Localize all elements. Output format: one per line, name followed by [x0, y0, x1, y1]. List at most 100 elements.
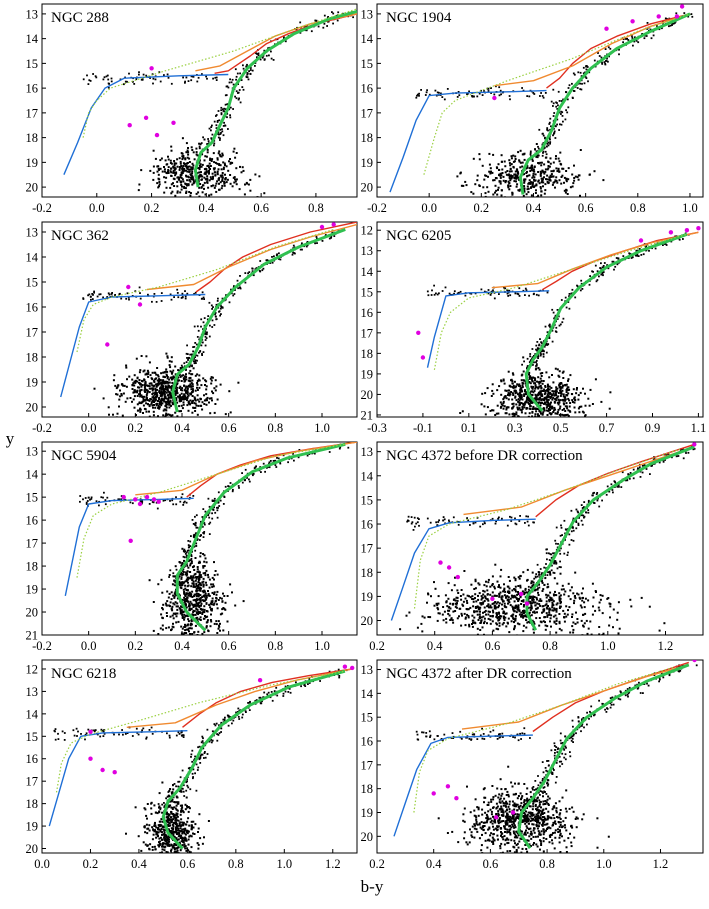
star-point [609, 603, 612, 605]
star-point [175, 392, 177, 395]
star-point [185, 571, 187, 574]
star-point [559, 162, 562, 165]
star-point [152, 165, 155, 168]
star-point [182, 155, 185, 157]
star-point [333, 235, 336, 237]
x-tick-label: 0.0 [81, 421, 97, 435]
star-point [154, 393, 156, 396]
observed-stars [399, 444, 696, 635]
star-point [222, 125, 225, 127]
star-point [198, 573, 201, 576]
star-point [182, 633, 185, 635]
star-point [530, 595, 533, 598]
star-point [208, 401, 210, 404]
plot-frame [376, 441, 704, 636]
star-point [176, 612, 179, 615]
star-point [553, 181, 556, 184]
star-point [535, 183, 538, 186]
star-point [492, 153, 495, 156]
y-tick-label: 16 [26, 514, 39, 528]
star-point [542, 402, 545, 405]
star-point [539, 186, 542, 188]
star-point [143, 395, 145, 398]
star-point [208, 533, 211, 535]
star-point [530, 376, 533, 379]
star-point [179, 191, 182, 194]
star-point [489, 172, 492, 175]
star-point [528, 373, 530, 376]
star-point [180, 180, 183, 183]
star-point [180, 576, 183, 579]
star-point [514, 386, 517, 389]
star-point [514, 617, 517, 620]
star-point [597, 52, 599, 54]
star-point [89, 80, 92, 82]
star-point [193, 293, 195, 295]
star-point [489, 618, 492, 621]
isochrone-green-line [518, 12, 691, 195]
star-point [607, 46, 610, 49]
star-point [143, 386, 146, 389]
star-point [234, 68, 237, 71]
star-point [254, 268, 257, 271]
star-point [209, 606, 212, 609]
star-point [139, 408, 142, 411]
star-point [163, 191, 166, 194]
star-point [565, 199, 567, 201]
star-point [550, 170, 553, 173]
star-point [561, 384, 564, 387]
star-point [558, 370, 561, 373]
star-point [161, 393, 164, 396]
star-point [157, 633, 160, 635]
star-point [589, 275, 591, 277]
star-point [111, 292, 113, 294]
star-point [196, 608, 199, 611]
star-point [201, 516, 204, 518]
star-point [418, 94, 420, 97]
star-point [542, 355, 545, 358]
star-point [540, 164, 543, 167]
star-point [470, 191, 473, 194]
star-point [568, 293, 571, 295]
star-point [171, 625, 174, 628]
star-point [196, 373, 199, 376]
star-point [205, 594, 208, 597]
star-point [583, 82, 586, 85]
star-point [528, 403, 531, 406]
star-point [474, 183, 477, 186]
star-point [556, 102, 558, 104]
star-point [147, 293, 149, 296]
y-tick-label: 17 [26, 106, 39, 120]
star-point [247, 78, 250, 81]
star-point [559, 594, 562, 597]
star-point [210, 609, 213, 612]
star-point [569, 402, 572, 404]
star-point [483, 611, 486, 613]
star-point [617, 257, 620, 260]
star-point [221, 108, 224, 111]
variable-star-point [156, 499, 161, 504]
star-point [148, 410, 150, 413]
star-point [516, 168, 519, 171]
star-point [112, 379, 115, 382]
star-point [551, 374, 553, 376]
star-point [490, 395, 493, 397]
star-point [558, 607, 561, 609]
star-point [556, 108, 559, 110]
star-point [536, 418, 538, 420]
star-point [82, 78, 85, 81]
star-point [164, 385, 167, 388]
star-point [551, 183, 554, 186]
star-point [545, 145, 548, 148]
star-point [210, 177, 213, 180]
star-point [211, 600, 214, 603]
star-point [158, 181, 161, 183]
star-point [161, 170, 164, 173]
star-point [546, 414, 549, 416]
star-point [183, 591, 186, 593]
star-point [176, 158, 179, 161]
star-point [510, 196, 513, 197]
plot-area [389, 4, 694, 201]
star-point [191, 364, 193, 367]
star-point [176, 288, 179, 291]
